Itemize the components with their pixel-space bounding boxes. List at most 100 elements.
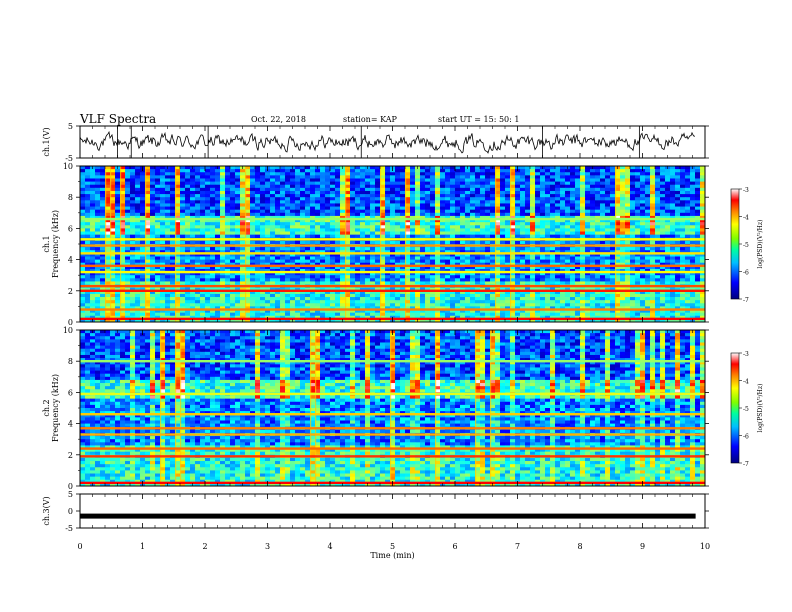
spectrogram-cell bbox=[410, 175, 416, 179]
spectrogram-cell bbox=[690, 228, 696, 232]
spectrogram-cell bbox=[115, 228, 121, 232]
spectrogram-cell bbox=[340, 275, 346, 279]
spectrogram-cell bbox=[185, 190, 191, 195]
spectrogram-cell bbox=[280, 268, 286, 273]
spectrogram-cell bbox=[550, 265, 556, 270]
spectrogram-cell bbox=[305, 222, 311, 226]
spectrogram-cell bbox=[230, 281, 236, 285]
spectrogram-cell bbox=[700, 256, 706, 260]
spectrogram-cell bbox=[615, 219, 621, 223]
spectrogram-cell bbox=[695, 231, 701, 236]
spectrogram-cell bbox=[475, 231, 481, 236]
spectrogram-cell bbox=[410, 178, 416, 182]
spectrogram-cell bbox=[90, 262, 96, 267]
spectrogram-cell bbox=[230, 200, 236, 204]
spectrogram-cell bbox=[100, 225, 106, 229]
spectrogram-cell bbox=[245, 265, 251, 270]
spectrogram-cell bbox=[555, 206, 561, 211]
spectrogram-cell bbox=[85, 262, 91, 267]
spectrogram-cell bbox=[585, 275, 591, 279]
spectrogram-cell bbox=[250, 228, 256, 232]
spectrogram-cell bbox=[100, 187, 106, 192]
spectrogram-cell bbox=[460, 259, 466, 264]
spectrogram-cell bbox=[640, 272, 646, 276]
spectrogram-cell bbox=[395, 187, 401, 192]
spectrogram-cell bbox=[335, 259, 341, 264]
spectrogram-cell bbox=[685, 268, 691, 273]
spectrogram-cell bbox=[500, 219, 506, 223]
spectrogram-cell bbox=[80, 215, 86, 220]
spectrogram-cell bbox=[340, 194, 346, 198]
spectrogram-cell bbox=[515, 262, 521, 267]
spectrogram-cell bbox=[225, 259, 231, 264]
spectrogram-cell bbox=[270, 178, 276, 182]
spectrogram-cell bbox=[220, 281, 226, 285]
spectrogram-cell bbox=[610, 265, 616, 270]
spectrogram-cell bbox=[110, 197, 116, 201]
spectrogram-cell bbox=[530, 247, 536, 251]
spectrogram-cell bbox=[625, 212, 631, 217]
spectrogram-cell bbox=[130, 281, 136, 285]
spectrogram-cell bbox=[460, 194, 466, 198]
spectrogram-cell bbox=[530, 212, 536, 217]
spectrogram-cell bbox=[695, 278, 701, 282]
spectrogram-cell bbox=[320, 194, 326, 198]
spectrogram-cell bbox=[95, 262, 101, 267]
spectrogram-cell bbox=[205, 247, 211, 251]
spectrogram-cell bbox=[440, 187, 446, 192]
spectrogram-cell bbox=[550, 247, 556, 251]
spectrogram-cell bbox=[210, 240, 216, 245]
spectrogram-cell bbox=[395, 256, 401, 260]
spectrogram-cell bbox=[590, 222, 596, 226]
spectrogram-cell bbox=[365, 219, 371, 223]
spectrogram-cell bbox=[645, 187, 651, 192]
spectrogram-cell bbox=[95, 219, 101, 223]
spectrogram-cell bbox=[120, 281, 126, 285]
spectrogram-cell bbox=[145, 228, 151, 232]
spectrogram-cell bbox=[555, 275, 561, 279]
spectrogram-cell bbox=[310, 225, 316, 229]
spectrogram-cell bbox=[465, 247, 471, 251]
spectrogram-cell bbox=[205, 240, 211, 245]
spectrogram-cell bbox=[625, 187, 631, 192]
spectrogram-cell bbox=[145, 234, 151, 239]
spectrogram-cell bbox=[700, 253, 706, 257]
spectrogram-cell bbox=[400, 234, 406, 239]
spectrogram-cell bbox=[455, 225, 461, 229]
spectrogram-cell bbox=[670, 240, 676, 245]
spectrogram-cell bbox=[250, 259, 256, 264]
spectrogram-cell bbox=[380, 178, 386, 182]
spectrogram-cell bbox=[635, 181, 641, 186]
spectrogram-cell bbox=[365, 275, 371, 279]
spectrogram-cell bbox=[620, 225, 626, 229]
spectrogram-cell bbox=[105, 200, 111, 204]
spectrogram-cell bbox=[375, 265, 381, 270]
spectrogram-cell bbox=[675, 197, 681, 201]
spectrogram-cell bbox=[390, 256, 396, 260]
spectrogram-cell bbox=[595, 212, 601, 217]
spectrogram-cell bbox=[315, 253, 321, 257]
spectrogram-cell bbox=[205, 272, 211, 276]
spectrogram-cell bbox=[520, 178, 526, 182]
spectrogram-cell bbox=[405, 209, 411, 214]
spectrogram-cell bbox=[355, 259, 361, 264]
spectrogram-cell bbox=[625, 206, 631, 211]
spectrogram-cell bbox=[635, 234, 641, 239]
spectrogram-cell bbox=[255, 275, 261, 279]
spectrogram-cell bbox=[365, 184, 371, 189]
spectrogram-cell bbox=[410, 272, 416, 276]
spectrogram-cell bbox=[405, 200, 411, 204]
spectrogram-cell bbox=[180, 200, 186, 204]
spectrogram-cell bbox=[560, 203, 566, 207]
spectrogram-cell bbox=[625, 240, 631, 245]
spectrogram-cell bbox=[470, 212, 476, 217]
spectrogram-cell bbox=[465, 259, 471, 264]
spectrogram-cell bbox=[115, 262, 121, 267]
spectrogram-cell bbox=[575, 250, 581, 254]
spectrogram-cell bbox=[600, 234, 606, 239]
spectrogram-cell bbox=[335, 166, 341, 170]
spectrogram-cell bbox=[120, 231, 126, 236]
spectrogram-cell bbox=[185, 178, 191, 182]
spectrogram-cell bbox=[415, 169, 421, 173]
spectrogram-cell bbox=[320, 256, 326, 260]
